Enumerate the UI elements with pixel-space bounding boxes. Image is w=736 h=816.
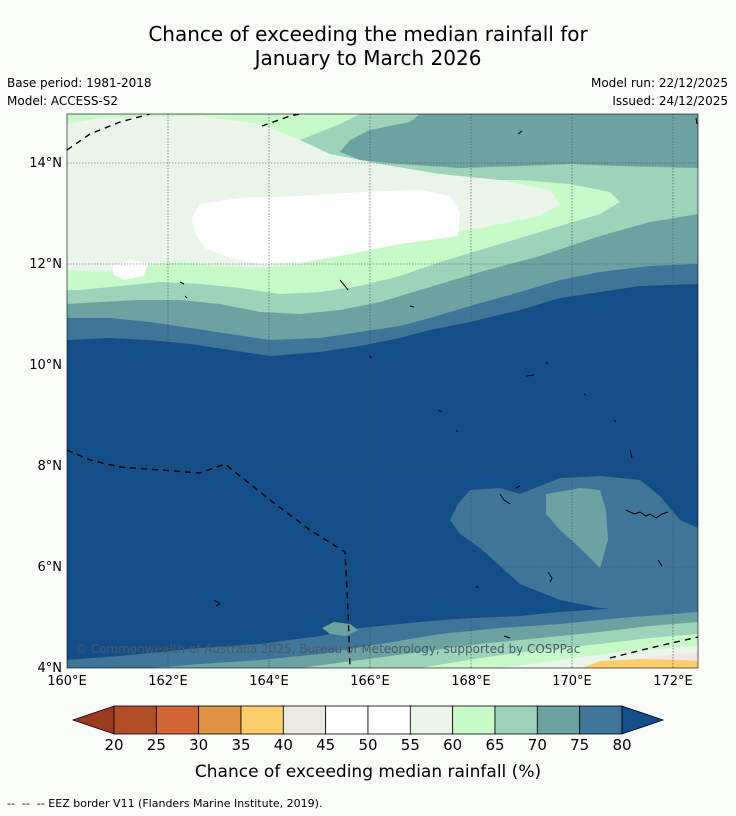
colorbar-tick-80: 80 [612,736,632,754]
colorbar-tick-20: 20 [104,736,124,754]
colorbar-segment-50-55 [367,705,411,735]
colorbar-tick-55: 55 [400,736,420,754]
copyright-credit: © Commonwealth of Australia 2025, Bureau… [75,642,580,656]
chart-title: Chance of exceeding the median rainfall … [0,22,736,70]
title-line-1: Chance of exceeding the median rainfall … [148,22,588,46]
colorbar-over-arrow [621,705,665,735]
colorbar-tick-60: 60 [443,736,463,754]
region-75-80-south-tongue [450,476,698,610]
meta-right: Model run: 22/12/2025 Issued: 24/12/2025 [591,74,728,110]
region-70-75-patch [546,488,608,568]
x-tick-160: 160°E [47,674,87,689]
region-50-55 [192,190,460,264]
colorbar-tick-25: 25 [146,736,166,754]
issued-date: Issued: 24/12/2025 [612,94,728,108]
y-tick-10: 10°N [29,358,62,373]
colorbar-segment-25-30 [155,705,200,735]
colorbar-segment-45-50 [325,705,369,735]
contour-field [67,114,698,668]
colorbar-segment-65-70 [494,705,538,735]
colorbar-tick-75: 75 [570,736,590,754]
title-line-2: January to March 2026 [254,46,482,70]
base-period: Base period: 1981-2018 [7,76,152,90]
colorbar-segment-70-75 [536,705,581,735]
x-tick-168: 168°E [451,674,491,689]
colorbar-segment-60-65 [452,705,496,735]
colorbar-tick-65: 65 [485,736,505,754]
map-frame [66,113,699,669]
colorbar-tick-45: 45 [316,736,336,754]
colorbar-segment-75-80 [579,705,623,735]
colorbar-under-arrow [71,705,115,735]
x-tick-162: 162°E [148,674,188,689]
y-tick-14: 14°N [29,156,62,171]
meta-left: Base period: 1981-2018 Model: ACCESS-S2 [7,74,152,110]
y-tick-12: 12°N [29,257,62,272]
eez-legend: -- -- -- EEZ border V11 (Flanders Marine… [7,797,323,810]
region-50-55-patch [112,260,148,280]
x-tick-172: 172°E [653,674,693,689]
colorbar-segment-55-60 [409,705,454,735]
colorbar-tick-30: 30 [189,736,209,754]
colorbar-segment-35-40 [240,705,284,735]
colorbar-segments [113,705,623,735]
colorbar-tick-40: 40 [273,736,293,754]
y-tick-4: 4°N [37,661,63,676]
colorbar-segment-20-25 [113,705,157,735]
colorbar [71,705,665,735]
region-35-40-south-edge [582,659,698,668]
x-tick-164: 164°E [249,674,289,689]
colorbar-title: Chance of exceeding median rainfall (%) [194,762,542,782]
model-name: Model: ACCESS-S2 [7,94,119,108]
colorbar-tick-70: 70 [527,736,547,754]
colorbar-tick-50: 50 [358,736,378,754]
gridlines [67,114,698,668]
x-tick-170: 170°E [552,674,592,689]
model-run: Model run: 22/12/2025 [590,76,728,90]
colorbar-segment-30-35 [198,705,242,735]
region-55-60-patch-west [78,232,152,244]
islands [179,117,698,639]
eez-border [67,114,698,668]
colorbar-segment-40-45 [282,705,327,735]
colorbar-tick-35: 35 [231,736,251,754]
y-tick-6: 6°N [37,560,63,575]
y-tick-8: 8°N [37,459,63,474]
x-tick-166: 166°E [350,674,390,689]
